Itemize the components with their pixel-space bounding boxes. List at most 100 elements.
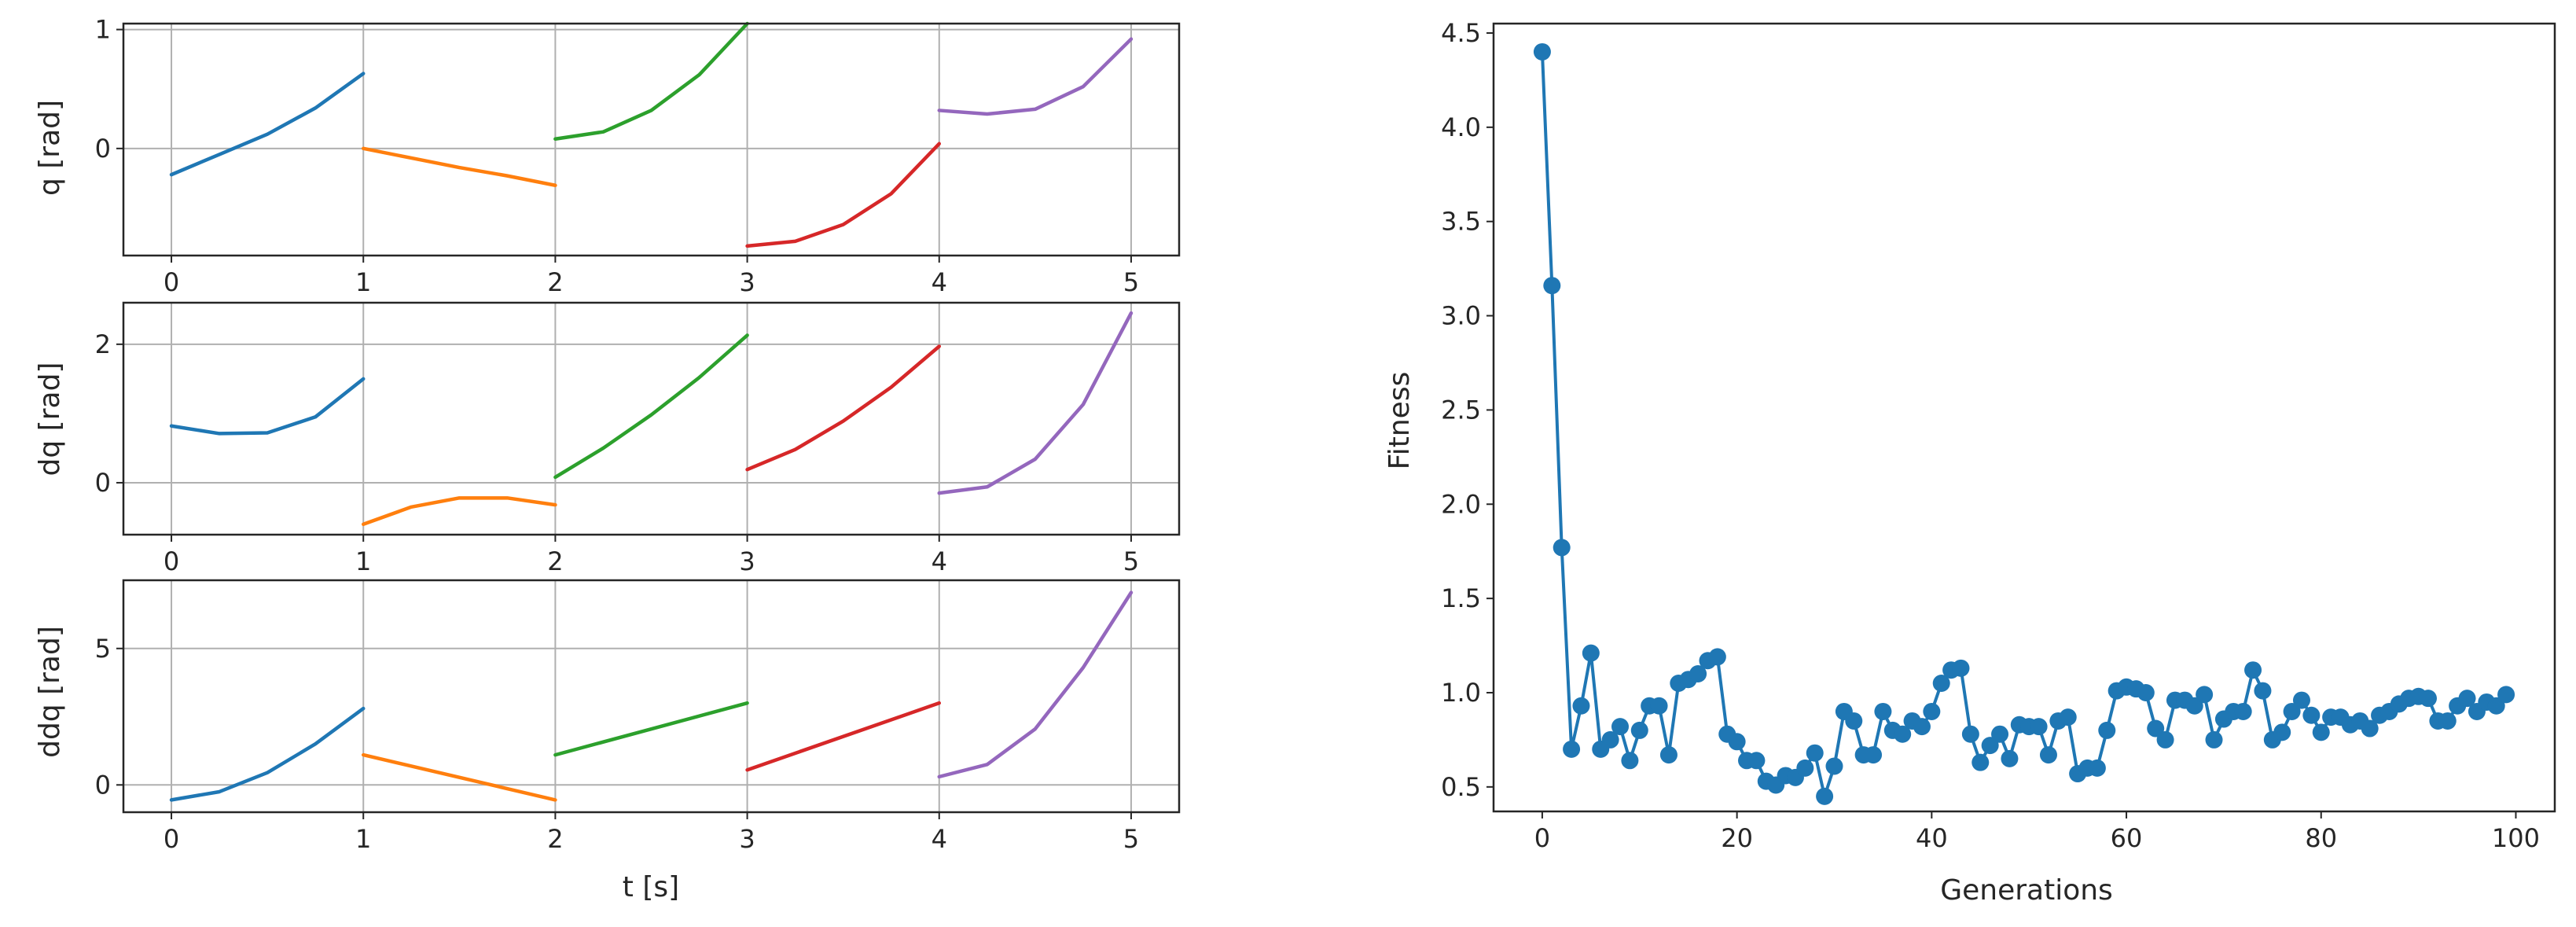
y-tick-label-1: 5 xyxy=(95,634,111,664)
y-tick-label-1: 2 xyxy=(95,329,111,359)
subplot-dq: dq [rad] xyxy=(34,362,66,476)
data-point-35 xyxy=(1874,702,1892,720)
data-point-74 xyxy=(2254,682,2272,700)
ylabel-q: q [rad] xyxy=(34,100,66,196)
data-point-69 xyxy=(2205,730,2223,749)
x-tick-label-3: 3 xyxy=(739,546,755,576)
data-point-99 xyxy=(2497,686,2515,704)
y-tick-label-1: 1.0 xyxy=(1441,678,1481,708)
y-tick-label-1: 1 xyxy=(95,15,111,45)
series-line-0 xyxy=(169,377,366,436)
series-line-0 xyxy=(169,706,366,802)
x-tick-label-1: 20 xyxy=(1721,823,1753,853)
data-point-1 xyxy=(1543,277,1561,295)
x-tick-label-0: 0 xyxy=(164,546,179,576)
x-tick-label-0: 0 xyxy=(164,824,179,854)
data-point-3 xyxy=(1563,740,1581,758)
data-point-5 xyxy=(1582,644,1600,662)
subplot-fitness: Fitness Generations xyxy=(1384,372,2113,907)
data-point-78 xyxy=(2292,691,2310,709)
data-point-40 xyxy=(1923,702,1941,720)
data-point-34 xyxy=(1865,746,1883,764)
series-line-1 xyxy=(361,752,557,802)
x-tick-label-5: 100 xyxy=(2492,823,2540,853)
data-point-85 xyxy=(2361,719,2379,738)
data-point-18 xyxy=(1708,648,1726,666)
data-point-22 xyxy=(1747,752,1766,770)
data-point-20 xyxy=(1728,733,1746,751)
data-point-64 xyxy=(2156,730,2174,749)
data-point-7 xyxy=(1601,730,1619,749)
data-point-10 xyxy=(1630,721,1648,739)
data-point-77 xyxy=(2283,702,2301,720)
x-tick-label-5: 5 xyxy=(1123,546,1139,576)
data-point-41 xyxy=(1932,674,1950,692)
data-point-54 xyxy=(2059,708,2077,727)
y-tick-label-0: 0 xyxy=(95,468,111,498)
subplot-q: q [rad] xyxy=(34,100,66,196)
data-point-52 xyxy=(2039,746,2057,764)
data-point-37 xyxy=(1894,725,1912,743)
data-point-63 xyxy=(2147,719,2165,738)
axes-frame xyxy=(122,301,1181,536)
series-line-4 xyxy=(937,37,1134,116)
x-tick-label-0: 0 xyxy=(164,267,179,297)
series-line-1 xyxy=(361,496,557,527)
axes-frame xyxy=(122,22,1181,257)
plot-area xyxy=(123,580,1179,812)
x-tick-label-5: 5 xyxy=(1123,824,1139,854)
x-tick-label-5: 5 xyxy=(1123,267,1139,297)
data-point-95 xyxy=(2458,690,2476,708)
plot-area xyxy=(123,303,1179,535)
data-point-98 xyxy=(2487,697,2505,715)
y-tick-label-5: 3.0 xyxy=(1441,301,1481,331)
y-tick-label-7: 4.0 xyxy=(1441,112,1481,142)
data-point-76 xyxy=(2273,723,2291,741)
data-point-58 xyxy=(2098,721,2116,739)
y-tick-label-4: 2.5 xyxy=(1441,395,1481,425)
data-point-48 xyxy=(2001,749,2019,767)
series-line-3 xyxy=(745,142,942,248)
axes-2: 0 1 2 3 4 5 0 5 xyxy=(95,579,1181,854)
x-tick-label-4: 80 xyxy=(2305,823,2337,853)
axes-0: 0 1 2 3 4 5 0 1 xyxy=(95,15,1181,297)
x-tick-label-4: 4 xyxy=(932,267,947,297)
x-tick-label-3: 3 xyxy=(739,267,755,297)
x-tick-label-2: 40 xyxy=(1916,823,1948,853)
axes-frame xyxy=(122,579,1181,814)
data-point-32 xyxy=(1845,712,1863,730)
data-point-12 xyxy=(1650,697,1668,715)
data-point-30 xyxy=(1825,757,1843,775)
xlabel-time: t [s] xyxy=(623,871,679,903)
x-tick-label-2: 2 xyxy=(547,267,563,297)
y-tick-label-3: 2.0 xyxy=(1441,489,1481,519)
series-line-3 xyxy=(745,344,942,472)
data-point-2 xyxy=(1553,539,1571,557)
series-line-4 xyxy=(937,590,1134,779)
y-tick-label-6: 3.5 xyxy=(1441,207,1481,237)
x-tick-label-1: 1 xyxy=(355,267,371,297)
data-point-39 xyxy=(1913,718,1931,736)
data-point-62 xyxy=(2137,683,2155,701)
data-point-4 xyxy=(1572,697,1590,715)
x-tick-label-0: 0 xyxy=(1534,823,1550,853)
plot-area xyxy=(123,24,1179,256)
data-point-27 xyxy=(1796,759,1814,777)
x-tick-label-2: 2 xyxy=(547,546,563,576)
data-point-93 xyxy=(2438,712,2457,730)
data-point-43 xyxy=(1952,659,1970,677)
ylabel-ddq: ddq [rad] xyxy=(34,626,66,758)
data-point-91 xyxy=(2419,690,2437,708)
data-point-13 xyxy=(1659,746,1678,764)
y-tick-label-0: 0 xyxy=(95,770,111,800)
x-tick-label-2: 2 xyxy=(547,824,563,854)
data-point-46 xyxy=(1981,737,1999,755)
x-tick-label-3: 3 xyxy=(739,824,755,854)
data-point-45 xyxy=(1972,753,1990,771)
series-line-2 xyxy=(553,21,749,141)
data-point-8 xyxy=(1611,718,1630,736)
y-tick-label-0: 0.5 xyxy=(1441,772,1481,802)
data-point-51 xyxy=(2030,718,2048,736)
x-tick-label-1: 1 xyxy=(355,824,371,854)
